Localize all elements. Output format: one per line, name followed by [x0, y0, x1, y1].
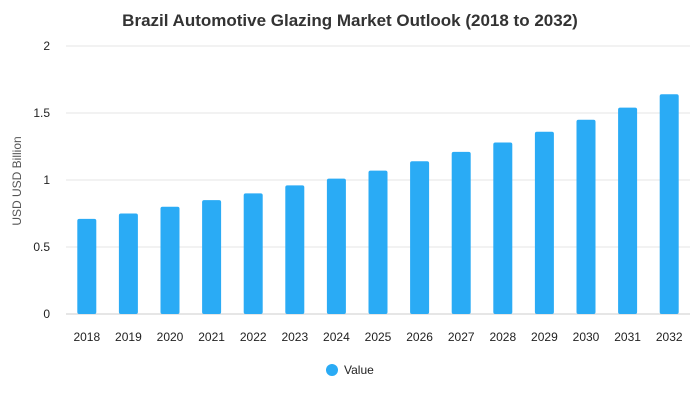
- bar[interactable]: [534, 131, 554, 314]
- x-tick-label: 2031: [614, 330, 641, 344]
- y-axis-ticks: 0 0.5 1 1.5 2: [33, 39, 50, 321]
- legend-marker[interactable]: [326, 364, 338, 376]
- bar[interactable]: [493, 142, 513, 314]
- legend[interactable]: Value: [326, 363, 374, 377]
- y-tick-label: 2: [43, 39, 50, 53]
- bar[interactable]: [659, 94, 679, 315]
- x-tick-label: 2032: [656, 330, 683, 344]
- chart-title: Brazil Automotive Glazing Market Outlook…: [122, 11, 578, 30]
- bar[interactable]: [326, 178, 346, 314]
- bars: [77, 94, 679, 315]
- bar[interactable]: [618, 107, 638, 314]
- x-tick-label: 2030: [573, 330, 600, 344]
- y-tick-label: 0: [43, 307, 50, 321]
- bar[interactable]: [77, 218, 97, 314]
- x-axis-ticks: 2018 2019 2020 2021 2022 2023 2024 2025 2026 2027…: [73, 330, 682, 344]
- bar[interactable]: [410, 161, 430, 314]
- bar[interactable]: [368, 170, 388, 314]
- legend-label[interactable]: Value: [344, 363, 374, 377]
- bar[interactable]: [118, 213, 138, 315]
- x-tick-label: 2023: [281, 330, 308, 344]
- x-tick-label: 2028: [489, 330, 516, 344]
- x-tick-label: 2020: [157, 330, 184, 344]
- x-tick-label: 2026: [406, 330, 433, 344]
- x-tick-label: 2022: [240, 330, 267, 344]
- bar[interactable]: [243, 193, 263, 314]
- bar[interactable]: [202, 200, 222, 314]
- y-tick-label: 0.5: [33, 240, 50, 254]
- bar[interactable]: [451, 151, 471, 314]
- x-tick-label: 2021: [198, 330, 225, 344]
- x-tick-label: 2018: [73, 330, 100, 344]
- x-tick-label: 2029: [531, 330, 558, 344]
- y-tick-label: 1: [43, 173, 50, 187]
- x-tick-label: 2025: [365, 330, 392, 344]
- y-tick-label: 1.5: [33, 106, 50, 120]
- bar[interactable]: [576, 119, 596, 314]
- bar[interactable]: [160, 206, 180, 314]
- x-tick-label: 2027: [448, 330, 475, 344]
- x-tick-label: 2019: [115, 330, 142, 344]
- bar[interactable]: [285, 185, 305, 314]
- x-tick-label: 2024: [323, 330, 350, 344]
- y-axis-title: USD USD Billion: [10, 136, 24, 225]
